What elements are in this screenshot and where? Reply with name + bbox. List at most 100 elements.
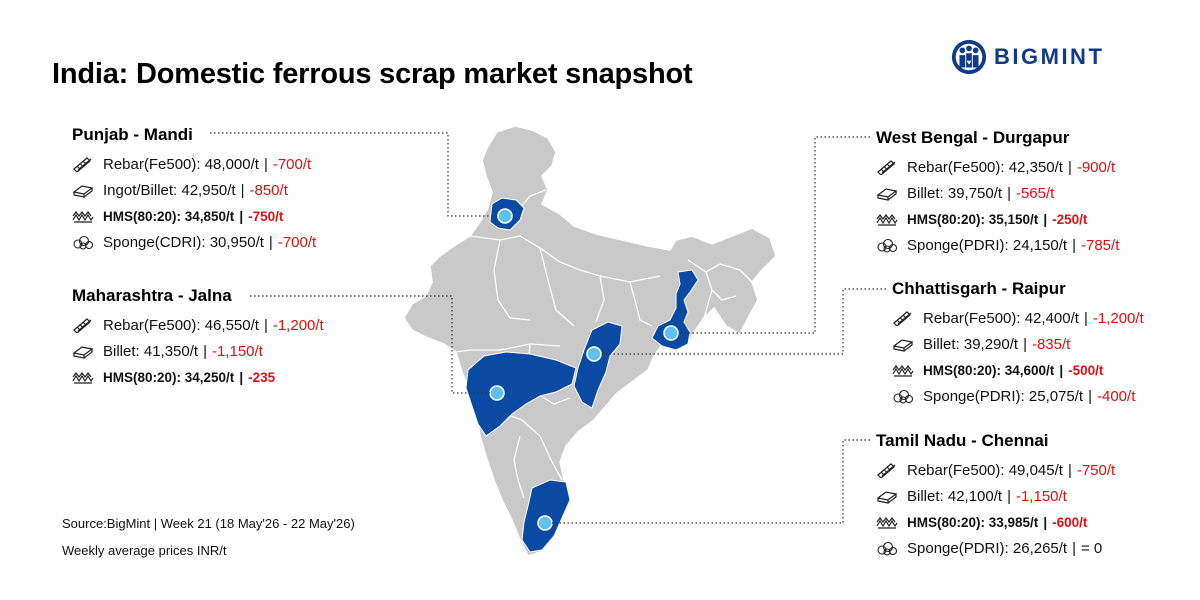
bigmint-logo: BIGMINT bbox=[950, 38, 1104, 76]
price-change: -400/t bbox=[1097, 387, 1136, 405]
tamilnadu-marker[interactable] bbox=[537, 515, 553, 531]
region-title: Tamil Nadu - Chennai bbox=[876, 431, 1049, 450]
separator: | bbox=[1072, 236, 1076, 254]
chhattisgarh-marker[interactable] bbox=[586, 346, 602, 362]
price-row: Sponge(PDRI): 24,150/t | -785/t bbox=[876, 232, 1119, 258]
region-title: West Bengal - Durgapur bbox=[876, 128, 1070, 147]
region-title: Punjab - Mandi bbox=[72, 125, 193, 144]
separator: | bbox=[263, 316, 268, 334]
billet-icon bbox=[892, 336, 914, 352]
separator: | bbox=[1007, 487, 1011, 505]
price-label: Billet: 42,100/t bbox=[907, 487, 1003, 505]
price-change: -750/t bbox=[248, 208, 284, 224]
price-row: Billet: 39,290/t | -835/t bbox=[892, 331, 1144, 357]
price-change: -700/t bbox=[272, 155, 312, 173]
price-change: -850/t bbox=[249, 181, 288, 199]
westbengal-marker[interactable] bbox=[663, 325, 679, 341]
billet-icon bbox=[72, 343, 94, 359]
separator: | bbox=[1007, 184, 1011, 202]
price-row: Rebar(Fe500): 46,550/t | -1,200/t bbox=[72, 312, 324, 338]
price-row: Rebar(Fe500): 49,045/t | -750/t bbox=[876, 457, 1115, 483]
region-title: Chhattisgarh - Raipur bbox=[892, 279, 1066, 298]
price-label: Rebar(Fe500): 49,045/t bbox=[907, 461, 1063, 479]
separator: | bbox=[239, 208, 244, 224]
leader-lines bbox=[210, 132, 886, 524]
source-text: Source:BigMint | Week 21 (18 May'26 - 22… bbox=[62, 516, 355, 531]
price-label: Sponge(PDRI): 25,075/t bbox=[923, 387, 1084, 405]
separator: | bbox=[1067, 158, 1072, 176]
rebar-icon bbox=[892, 310, 914, 326]
logo-text: BIGMINT bbox=[994, 44, 1105, 69]
price-label: HMS(80:20): 33,985/t bbox=[907, 514, 1039, 530]
price-row: Sponge(CDRI): 30,950/t | -700/t bbox=[72, 229, 316, 255]
price-label: HMS(80:20): 35,150/t bbox=[907, 211, 1039, 227]
price-row: Rebar(Fe500): 48,000/t | -700/t bbox=[72, 151, 316, 177]
price-change: -1,150/t bbox=[1015, 487, 1067, 505]
westbengal-region bbox=[651, 269, 699, 351]
region-card-tamilnadu: Tamil Nadu - Chennai Rebar(Fe500): 49,045… bbox=[876, 431, 1115, 561]
rebar-icon bbox=[72, 317, 94, 333]
sponge-icon bbox=[876, 540, 898, 556]
sponge-icon bbox=[892, 388, 914, 404]
rebar-icon bbox=[72, 156, 94, 172]
price-row: Billet: 42,100/t | -1,150/t bbox=[876, 483, 1115, 509]
price-label: Rebar(Fe500): 42,400/t bbox=[923, 309, 1079, 327]
westbengal-leader bbox=[678, 136, 870, 334]
price-change: -600/t bbox=[1052, 514, 1088, 530]
price-row: Rebar(Fe500): 42,400/t | -1,200/t bbox=[892, 305, 1144, 331]
price-row: HMS(80:20): 35,150/t | -250/t bbox=[876, 206, 1119, 232]
region-card-chhattisgarh: Chhattisgarh - Raipur Rebar(Fe500): 42,40… bbox=[892, 279, 1144, 409]
price-label: Rebar(Fe500): 42,350/t bbox=[907, 158, 1063, 176]
punjab-marker[interactable] bbox=[497, 208, 513, 224]
price-label: Billet: 41,350/t bbox=[103, 342, 199, 360]
price-row: HMS(80:20): 34,250/t | -235 bbox=[72, 364, 324, 390]
separator: | bbox=[1059, 362, 1064, 378]
maharashtra-region bbox=[465, 351, 577, 437]
price-change: -835/t bbox=[1031, 335, 1071, 353]
hms-icon bbox=[892, 362, 914, 378]
region-card-maharashtra: Maharashtra - Jalna Rebar(Fe500): 46,550/… bbox=[72, 286, 324, 390]
price-label: HMS(80:20): 34,250/t bbox=[103, 369, 235, 385]
billet-icon bbox=[876, 185, 898, 201]
price-change: -750/t bbox=[1076, 461, 1116, 479]
chhattisgarh-region bbox=[573, 321, 623, 409]
price-change: -1,150/t bbox=[211, 342, 263, 360]
maharashtra-leader bbox=[250, 295, 490, 394]
hms-icon bbox=[876, 211, 898, 227]
price-label: HMS(80:20): 34,600/t bbox=[923, 362, 1055, 378]
price-row: HMS(80:20): 33,985/t | -600/t bbox=[876, 509, 1115, 535]
separator: | bbox=[240, 181, 245, 199]
billet-icon bbox=[876, 488, 898, 504]
price-row: HMS(80:20): 34,600/t | -500/t bbox=[892, 357, 1144, 383]
price-change: = 0 bbox=[1081, 539, 1103, 557]
price-row: HMS(80:20): 34,850/t | -750/t bbox=[72, 203, 316, 229]
separator: | bbox=[268, 233, 273, 251]
hms-icon bbox=[72, 369, 94, 385]
price-label: Sponge(PDRI): 24,150/t bbox=[907, 236, 1068, 254]
price-label: Sponge(PDRI): 26,265/t bbox=[907, 539, 1068, 557]
price-row: Sponge(PDRI): 26,265/t | = 0 bbox=[876, 535, 1115, 561]
price-label: Rebar(Fe500): 46,550/t bbox=[103, 316, 259, 334]
price-change: -785/t bbox=[1081, 236, 1120, 254]
price-row: Billet: 41,350/t | -1,150/t bbox=[72, 338, 324, 364]
hms-icon bbox=[72, 208, 94, 224]
rebar-icon bbox=[876, 159, 898, 175]
rebar-icon bbox=[876, 462, 898, 478]
price-label: Rebar(Fe500): 48,000/t bbox=[103, 155, 259, 173]
units-note: Weekly average prices INR/t bbox=[62, 543, 227, 558]
sponge-icon bbox=[72, 234, 94, 250]
price-label: Ingot/Billet: 42,950/t bbox=[103, 181, 236, 199]
price-row: Ingot/Billet: 42,950/t | -850/t bbox=[72, 177, 316, 203]
separator: | bbox=[1072, 539, 1076, 557]
maharashtra-marker[interactable] bbox=[489, 385, 505, 401]
price-change: -1,200/t bbox=[272, 316, 324, 334]
region-title: Maharashtra - Jalna bbox=[72, 286, 232, 305]
billet-icon bbox=[72, 182, 94, 198]
region-card-punjab: Punjab - Mandi Rebar(Fe500): 48,000/t | -70… bbox=[72, 125, 316, 255]
separator: | bbox=[1067, 461, 1072, 479]
price-label: HMS(80:20): 34,850/t bbox=[103, 208, 235, 224]
tamilnadu-leader bbox=[552, 439, 870, 524]
chhattisgarh-leader bbox=[601, 288, 886, 355]
price-row: Billet: 39,750/t | -565/t bbox=[876, 180, 1119, 206]
